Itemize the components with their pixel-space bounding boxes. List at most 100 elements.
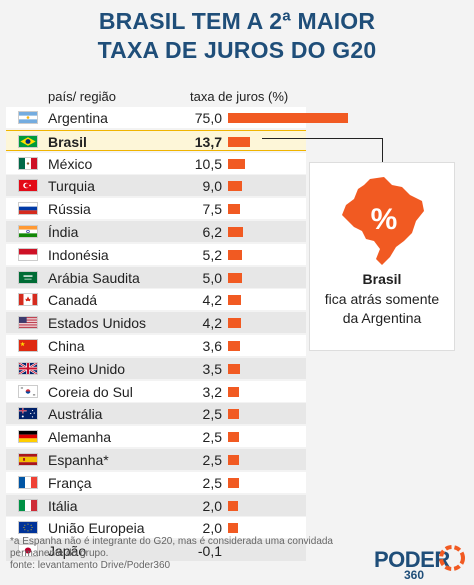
table-row: Coreia do Sul 3,2	[6, 380, 306, 402]
uk-flag	[18, 361, 38, 375]
rate-value-label: 4,2	[202, 292, 222, 309]
rate-value-label: 5,0	[202, 269, 222, 286]
callout-text-line-1: fica atrás somente	[324, 291, 440, 307]
country-label: Brasil	[48, 133, 87, 150]
china-flag	[18, 339, 38, 352]
rate-value-label: 10,5	[194, 155, 222, 172]
rate-bar	[228, 432, 239, 443]
france-flag	[18, 475, 38, 489]
germany-flag	[18, 430, 38, 444]
indonesia-flag	[18, 247, 38, 261]
callout-connector	[262, 138, 382, 139]
poder360-logo-ring-icon	[439, 545, 465, 571]
rate-bar	[228, 341, 240, 351]
country-label: China	[48, 338, 85, 354]
india-flag	[18, 225, 38, 238]
country-label: União Europeia	[48, 520, 145, 537]
country-label: Canadá	[48, 292, 98, 309]
rate-value-label: 9,0	[202, 178, 222, 195]
rate-bar	[228, 227, 244, 237]
table-row: Austrália 2,5	[6, 403, 306, 425]
poder360-logo-number: 360	[404, 568, 425, 582]
rate-value-label: 2,5	[202, 406, 222, 423]
rate-value-label: 2,5	[202, 429, 222, 446]
rate-bar	[228, 272, 242, 283]
country-label: Índia	[48, 224, 79, 240]
table-row: Arábia Saudita 5,0	[6, 266, 306, 288]
title-line-2: TAXA DE JUROS DO G20	[97, 37, 377, 63]
country-label: Alemanha	[48, 429, 112, 446]
table-row: Brasil 13,7	[6, 129, 306, 151]
column-header-rate: taxa de juros (%)	[190, 89, 289, 104]
callout-title: Brasil	[362, 271, 402, 287]
rate-bar	[228, 204, 240, 215]
country-label: Austrália	[48, 406, 103, 423]
country-label: Coreia do Sul	[48, 383, 133, 400]
rate-bar	[228, 113, 348, 123]
rate-bar	[228, 158, 245, 169]
table-row: França 2,5	[6, 471, 306, 493]
rate-value-label: 2,0	[202, 497, 222, 514]
callout-box: % Brasil fica atrás somente da Argentina	[309, 162, 455, 351]
rate-value-label: 4,2	[202, 315, 222, 332]
rate-bar	[228, 523, 238, 534]
spain-flag	[18, 453, 38, 466]
rate-bar	[228, 318, 241, 329]
saudi-arabia-flag	[18, 270, 38, 284]
table-row: Indonésia 5,2	[6, 243, 306, 265]
table-row: Alemanha 2,5	[6, 426, 306, 448]
rate-value-label: 3,6	[202, 338, 222, 354]
table-row: Rússia 7,5	[6, 198, 306, 220]
country-label: França	[48, 474, 92, 491]
japan-flag	[18, 544, 38, 558]
table-row: União Europeia 2,0	[6, 517, 306, 539]
mexico-flag	[18, 156, 38, 170]
rate-value-label: 75,0	[194, 110, 222, 126]
country-label: Turquia	[48, 178, 95, 195]
table-row: Estados Unidos 4,2	[6, 312, 306, 334]
callout-connector-vertical	[382, 138, 383, 162]
rate-value-label: 5,2	[202, 246, 222, 263]
country-label: Arábia Saudita	[48, 269, 140, 286]
rate-bar	[228, 295, 241, 306]
rate-bar	[228, 477, 239, 488]
canada-flag	[18, 293, 38, 307]
rate-value-label: 13,7	[194, 133, 222, 150]
rate-value-label: 2,0	[202, 520, 222, 537]
russia-flag	[18, 202, 38, 216]
callout-text-line-2: da Argentina	[342, 310, 422, 326]
rate-value-label: 3,5	[202, 360, 222, 377]
country-label: Rússia	[48, 201, 91, 218]
turkey-flag	[18, 179, 38, 193]
rate-bar	[228, 363, 240, 374]
source-note: fonte: levantamento Drive/Poder360	[10, 560, 171, 571]
table-row: Índia 6,2	[6, 221, 306, 242]
table-row: Argentina 75,0	[6, 107, 348, 128]
table-row: Itália 2,0	[6, 494, 306, 516]
rate-value-label: 2,5	[202, 474, 222, 491]
rate-bar	[228, 500, 238, 511]
table-row: Reino Unido 3,5	[6, 357, 306, 379]
country-label: Japão	[48, 543, 87, 560]
table-row: Canadá 4,2	[6, 289, 306, 311]
rate-bar	[228, 136, 250, 147]
country-label: Estados Unidos	[48, 315, 147, 332]
poder360-logo: PODER	[374, 547, 450, 572]
brazil-map-percent-icon: %	[342, 177, 424, 265]
table-row: México 10,5	[6, 152, 306, 174]
brazil-flag	[18, 134, 38, 148]
footnote-line-2: permanente do grupo.	[10, 548, 109, 559]
rate-value-label: 6,2	[202, 224, 222, 240]
rate-bar	[228, 386, 240, 397]
country-label: Espanha*	[48, 452, 109, 468]
country-label: Itália	[48, 497, 78, 514]
rate-bar	[228, 249, 242, 260]
rate-value-label: 2,5	[202, 452, 222, 468]
country-label: Argentina	[48, 110, 108, 126]
column-header-country: país/ região	[48, 89, 116, 104]
rate-bar	[228, 455, 239, 465]
footnote-line-1: *a Espanha não é integrante do G20, mas …	[10, 536, 333, 547]
title-line-1: BRASIL TEM A 2ª MAIOR	[98, 8, 376, 34]
italy-flag	[18, 498, 38, 512]
usa-flag	[18, 316, 38, 330]
